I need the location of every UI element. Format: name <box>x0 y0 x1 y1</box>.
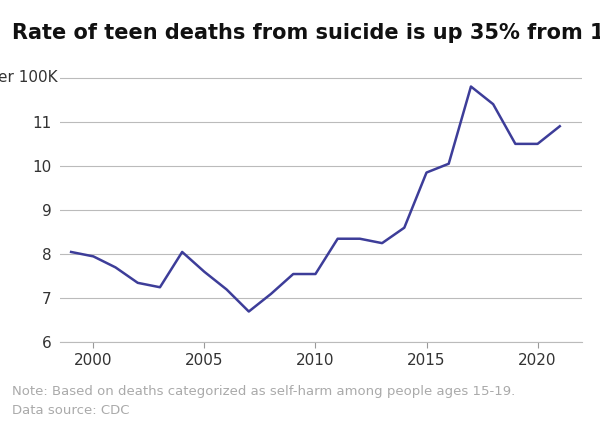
Text: 12 deaths per 100K: 12 deaths per 100K <box>0 70 58 85</box>
Text: Data source: CDC: Data source: CDC <box>12 404 130 417</box>
Text: Note: Based on deaths categorized as self-harm among people ages 15-19.: Note: Based on deaths categorized as sel… <box>12 385 515 398</box>
Text: Rate of teen deaths from suicide is up 35% from 1999: Rate of teen deaths from suicide is up 3… <box>12 23 600 43</box>
